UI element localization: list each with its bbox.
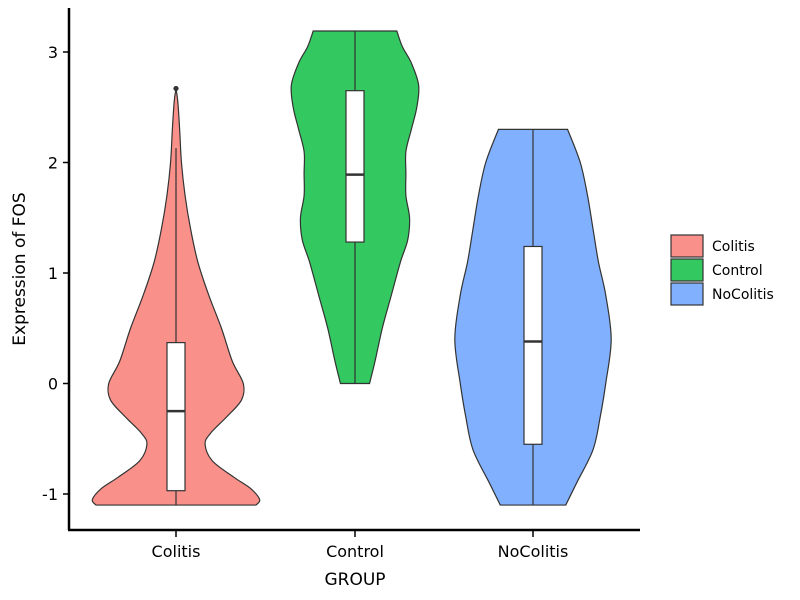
box-colitis: [166, 342, 186, 492]
x-tick-label: NoColitis: [498, 542, 569, 561]
x-tick-label: Control: [326, 542, 384, 561]
legend-swatch-colitis: [670, 234, 704, 258]
plot-area: [91, 30, 612, 506]
legend-label-colitis: Colitis: [712, 239, 755, 255]
x-ticks: Colitis Control NoColitis: [152, 531, 569, 561]
y-tick-label: 0: [48, 375, 58, 394]
legend-swatch-nocolitis: [670, 282, 704, 306]
axes: [67, 8, 640, 532]
box-control: [345, 90, 365, 243]
box-nocolitis: [523, 245, 543, 445]
legend-swatch-control: [670, 258, 704, 282]
y-ticks: -1 0 1 2 3: [42, 43, 69, 504]
x-axis-title: GROUP: [324, 570, 385, 590]
y-tick-label: -1: [42, 485, 58, 504]
y-tick-label: 3: [48, 43, 58, 62]
x-tick-label: Colitis: [152, 542, 201, 561]
y-tick-label: 1: [48, 264, 58, 283]
outlier-point: [173, 85, 179, 92]
y-axis-title: Expression of FOS: [10, 192, 30, 345]
legend-label-control: Control: [712, 263, 763, 279]
y-tick-label: 2: [48, 154, 58, 173]
legend-label-nocolitis: NoColitis: [712, 287, 774, 303]
legend: Colitis Control NoColitis: [670, 234, 774, 306]
